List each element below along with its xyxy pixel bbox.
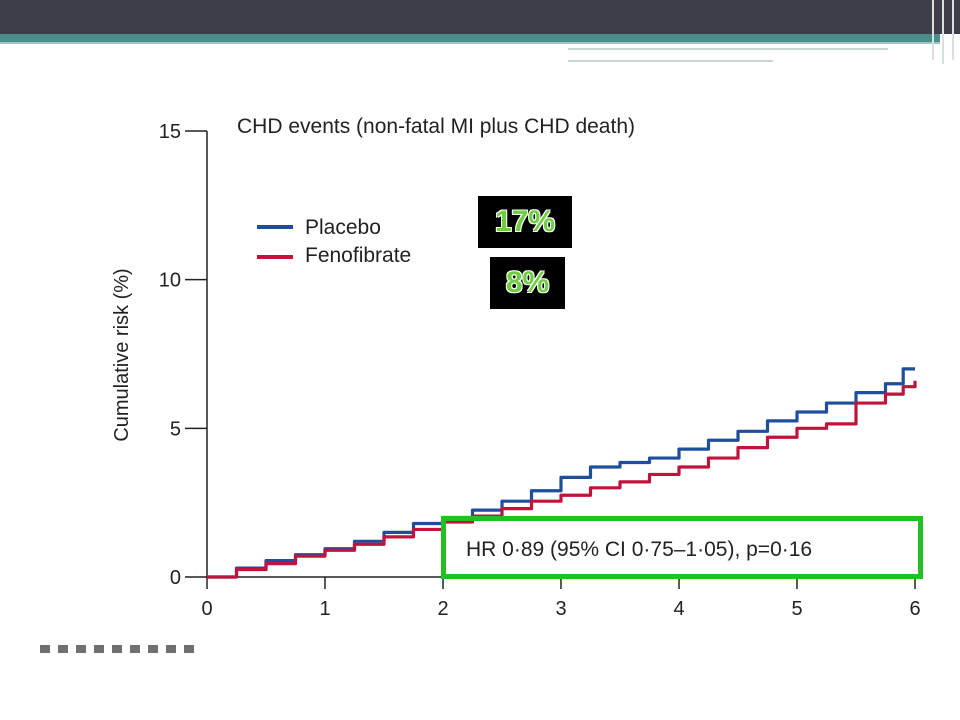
chart-title: CHD events (non-fatal MI plus CHD death) [237,115,635,138]
x-tick-label: 2 [437,598,448,620]
legend-label-fenofibrate: Fenofibrate [305,244,411,267]
decorative-line [952,0,954,60]
x-tick-label: 1 [319,598,330,620]
chart-axes: 0 5 10 15 0 1 2 3 4 5 6 [159,121,921,620]
hazard-ratio-annotation: HR 0·89 (95% CI 0·75–1·05), p=0·16 [466,538,812,561]
title-bar [0,0,960,34]
x-tick-label: 4 [673,598,684,620]
placebo-percent-badge: 17% [478,196,572,248]
legend-label-placebo: Placebo [305,216,381,239]
fenofibrate-percent-badge: 8% [490,257,565,309]
y-tick-label: 0 [170,567,181,589]
x-tick-label: 3 [555,598,566,620]
hazard-ratio-highlight-box [441,516,923,579]
decorative-line [568,60,773,62]
cropped-text-fragment [40,645,200,653]
x-tick-label: 0 [201,598,212,620]
header-accent-band [0,34,940,42]
series-line-fenofibrate [207,380,917,579]
y-tick-label: 5 [170,418,181,440]
decorative-line [932,0,934,60]
x-tick-label: 6 [909,598,920,620]
x-tick-label: 5 [791,598,802,620]
y-axis-label: Cumulative risk (%) [111,268,133,441]
chart-series-lines [207,367,917,579]
y-tick-label: 10 [159,270,181,292]
decorative-line [942,0,944,64]
decorative-line [568,48,888,50]
header-accent-line [0,42,940,44]
y-tick-label: 15 [159,121,181,143]
